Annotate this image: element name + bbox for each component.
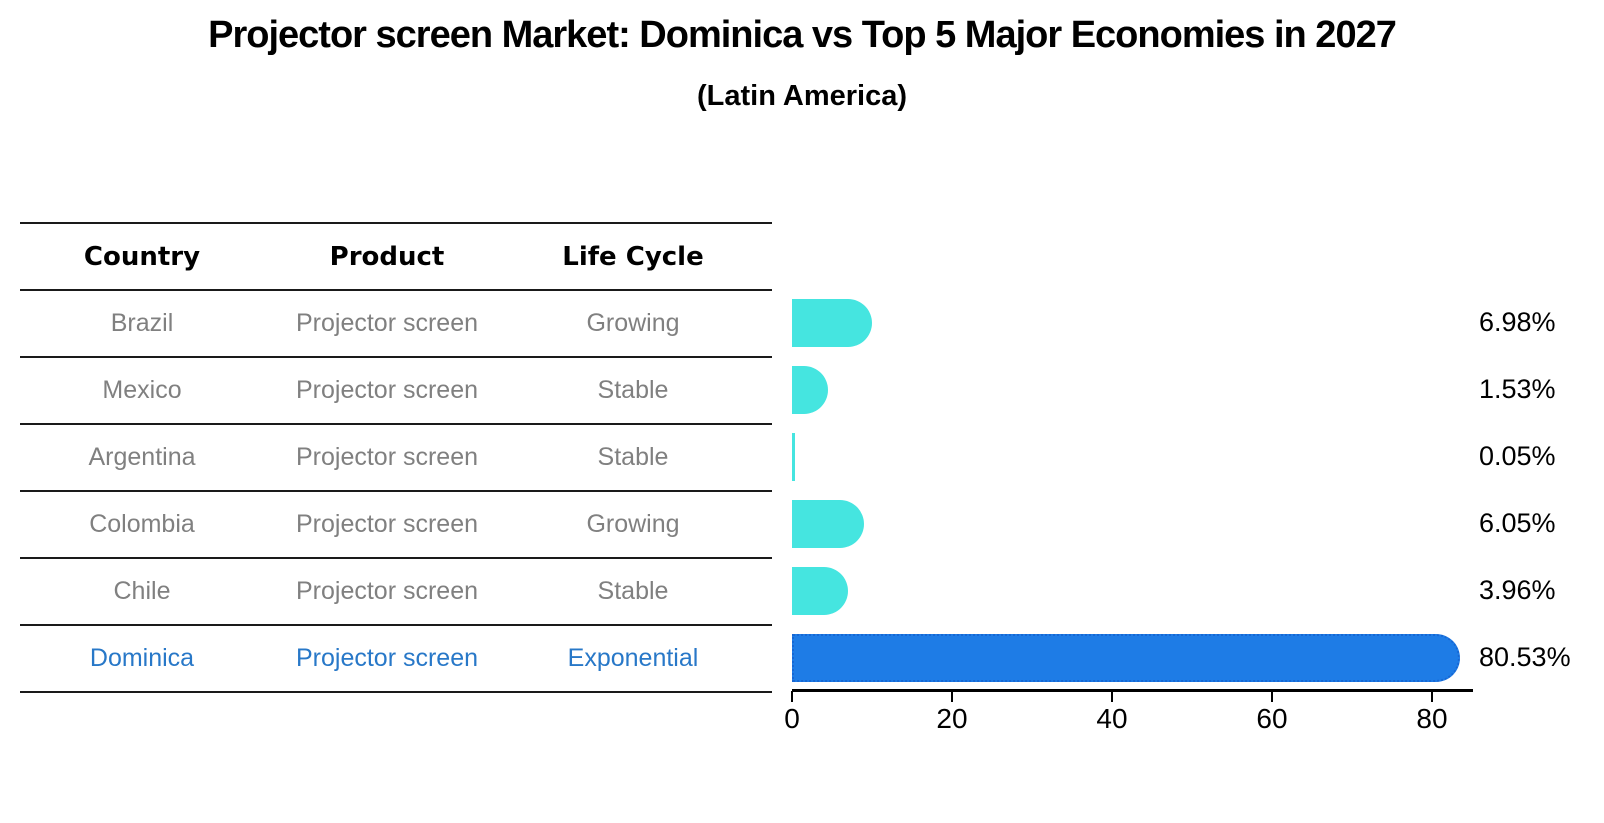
bar-dominica — [792, 633, 1461, 682]
table-cell-lifecycle: Growing — [586, 309, 680, 337]
table-row: Mexico Projector screen Stable — [20, 356, 772, 423]
header-cell-product: Product — [329, 241, 445, 272]
bar-argentina — [792, 432, 795, 481]
table-header-row: Country Product Life Cycle — [20, 222, 772, 289]
x-axis-tick — [1431, 691, 1433, 702]
x-axis-tick — [951, 691, 953, 702]
x-axis-tick — [1111, 691, 1113, 702]
table-cell-lifecycle: Growing — [586, 510, 680, 538]
value-label-colombia: 6.05% — [1479, 507, 1556, 538]
bar-mexico — [792, 365, 829, 414]
page-title: Projector screen Market: Dominica vs Top… — [208, 14, 1397, 56]
table-cell-country: Mexico — [102, 376, 182, 404]
table-cell-country: Argentina — [88, 443, 196, 471]
value-label-argentina: 0.05% — [1479, 440, 1556, 471]
market-table: Country Product Life Cycle Brazil Projec… — [20, 222, 772, 693]
value-label-dominica: 80.53% — [1479, 641, 1571, 672]
x-axis-tick — [791, 691, 793, 702]
table-row: Argentina Projector screen Stable — [20, 423, 772, 490]
table-cell-product: Projector screen — [295, 510, 479, 538]
bar-brazil — [792, 298, 872, 347]
table-cell-lifecycle: Stable — [597, 443, 669, 471]
table-cell-country: Colombia — [89, 510, 195, 538]
table-body: Brazil Projector screen Growing Mexico P… — [20, 289, 772, 691]
page-subtitle: (Latin America) — [696, 80, 908, 112]
table-cell-lifecycle: Exponential — [567, 644, 699, 672]
table-cell-lifecycle: Stable — [597, 376, 669, 404]
table-cell-product: Projector screen — [295, 309, 479, 337]
x-axis-tick-label: 40 — [1096, 703, 1128, 734]
table-cell-country: Chile — [113, 577, 171, 605]
table-cell-country: Brazil — [110, 309, 174, 337]
x-axis-line — [792, 689, 1473, 692]
table-cell-product: Projector screen — [295, 443, 479, 471]
table-row: Chile Projector screen Stable — [20, 557, 772, 624]
x-axis-tick-label: 0 — [784, 703, 800, 734]
value-label-brazil: 6.98% — [1479, 306, 1556, 337]
bar-chile — [792, 566, 848, 615]
table-cell-country: Dominica — [89, 644, 195, 672]
table-row: Brazil Projector screen Growing — [20, 289, 772, 356]
header-cell-country: Country — [83, 241, 201, 272]
bar-colombia — [792, 499, 865, 548]
value-label-mexico: 1.53% — [1479, 373, 1556, 404]
x-axis-tick-label: 20 — [936, 703, 968, 734]
x-axis-tick — [1271, 691, 1273, 702]
table-cell-product: Projector screen — [295, 577, 479, 605]
table-row: Dominica Projector screen Exponential — [20, 624, 772, 691]
table-row: Colombia Projector screen Growing — [20, 490, 772, 557]
header-cell-lifecycle: Life Cycle — [562, 241, 704, 272]
x-axis-tick-label: 60 — [1256, 703, 1288, 734]
x-axis-tick-label: 80 — [1416, 703, 1448, 734]
table-cell-lifecycle: Stable — [597, 577, 669, 605]
table-cell-product: Projector screen — [295, 376, 479, 404]
table-cell-product: Projector screen — [295, 644, 479, 672]
value-label-chile: 3.96% — [1479, 574, 1556, 605]
